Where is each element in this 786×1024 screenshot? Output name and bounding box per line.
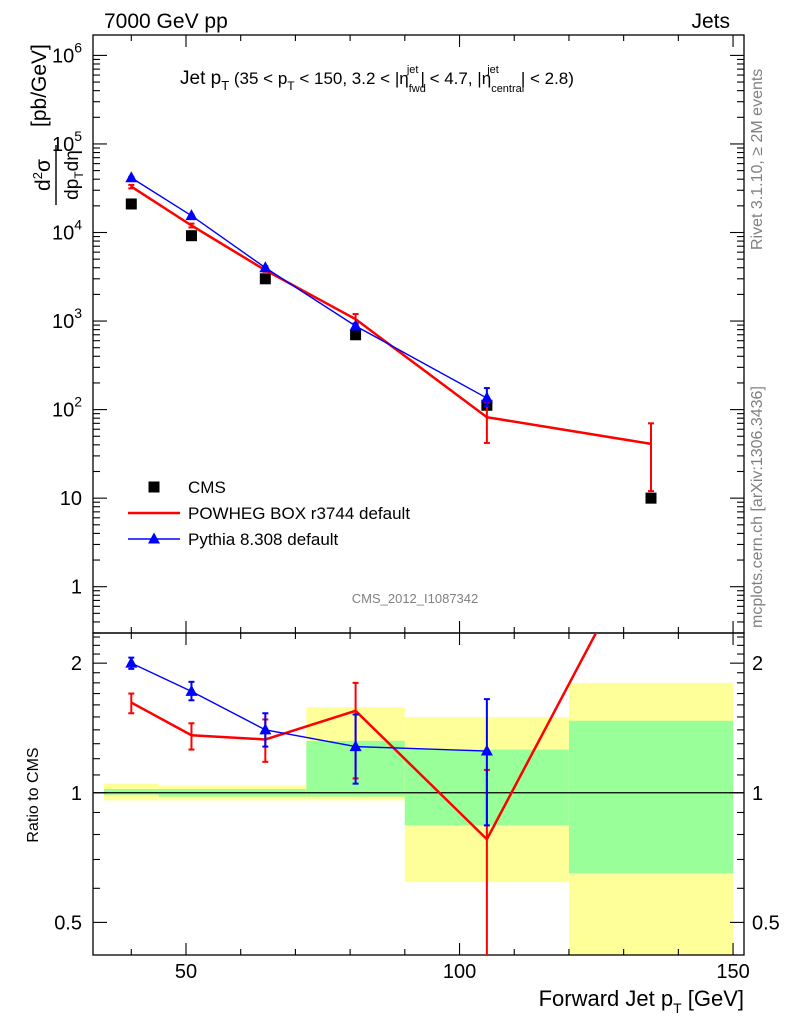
pythia-point xyxy=(125,171,138,183)
svg-text:Forward Jet pT [GeV]: Forward Jet pT [GeV] xyxy=(539,986,744,1016)
svg-text:[pb/GeV]: [pb/GeV] xyxy=(28,44,51,127)
y-tick-label-top: 106 xyxy=(52,39,82,67)
top-data-layer xyxy=(125,171,657,504)
powheg-line xyxy=(130,185,652,446)
band-green-4 xyxy=(568,720,734,874)
header-left: 7000 GeV pp xyxy=(104,10,228,33)
x-tick-label: 100 xyxy=(443,961,476,983)
y-tick-label-bottom: 1 xyxy=(71,783,82,805)
pythia-point xyxy=(480,391,493,403)
svg-text:d2σ: d2σ xyxy=(30,159,55,191)
y-tick-label-top: 10 xyxy=(60,488,82,510)
legend-cms-marker xyxy=(148,481,160,493)
y-axis-label-top: d2σ dpTdη [pb/GeV] xyxy=(28,44,86,205)
bottom-data-layer xyxy=(125,633,598,955)
band-green-0 xyxy=(103,789,159,795)
analysis-id: CMS_2012_I1087342 xyxy=(352,591,479,606)
x-axis-label: Forward Jet pT [GeV] xyxy=(539,986,744,1016)
y-tick-label-top: 104 xyxy=(52,217,82,245)
svg-text:Jet pT (35 < pT < 150, 3.2 < |: Jet pT (35 < pT < 150, 3.2 < |ηfwdjet | <… xyxy=(180,64,574,95)
pythia-ratio-point xyxy=(480,744,493,756)
pythia-point xyxy=(349,319,362,331)
pythia-ratio-point xyxy=(349,740,362,752)
cms-point xyxy=(645,492,657,504)
bottom-panel-frame xyxy=(92,632,745,956)
legend-label: POWHEG BOX r3744 default xyxy=(188,504,410,523)
pythia-ratio-point xyxy=(185,684,198,696)
header-right: Jets xyxy=(691,10,730,33)
cms-point xyxy=(350,329,362,341)
cms-point xyxy=(185,230,197,242)
pythia-point xyxy=(185,209,198,221)
y-tick-label-bottom-right: 0.5 xyxy=(752,912,780,934)
y-tick-label-bottom: 0.5 xyxy=(54,912,82,934)
legend-label: Pythia 8.308 default xyxy=(188,530,339,549)
legend-pythia-marker xyxy=(148,532,160,544)
y-tick-label-bottom-right: 2 xyxy=(752,653,763,675)
pythia-ratio-point xyxy=(259,723,272,735)
y-tick-label-top: 103 xyxy=(52,305,82,333)
pythia-point xyxy=(259,261,272,273)
pythia-line xyxy=(130,177,488,399)
y-tick-label-top: 1 xyxy=(71,577,82,599)
main-title: Jet pT (35 < pT < 150, 3.2 < |ηfwdjet | <… xyxy=(180,64,574,95)
svg-text:dpTdη: dpTdη xyxy=(62,150,86,200)
y-tick-label-top: 102 xyxy=(52,394,82,422)
x-tick-label: 150 xyxy=(716,961,749,983)
cms-point xyxy=(125,198,137,210)
legend-label: CMS xyxy=(188,478,226,497)
legend: CMS POWHEG BOX r3744 default Pythia 8.308 … xyxy=(128,478,410,549)
cms-point xyxy=(259,273,271,285)
y-tick-label-bottom: 2 xyxy=(71,653,82,675)
mcplots-label: mcplots.cern.ch [arXiv:1306.3436] xyxy=(749,386,766,628)
y-tick-label-bottom-right: 1 xyxy=(752,783,763,805)
pythia-ratio-point xyxy=(125,656,138,668)
y-axis-label-bottom: Ratio to CMS xyxy=(25,747,42,842)
powheg-ratio-line xyxy=(130,633,598,842)
rivet-label: Rivet 3.1.10, ≥ 2M events xyxy=(749,69,766,250)
x-tick-label: 50 xyxy=(175,961,197,983)
